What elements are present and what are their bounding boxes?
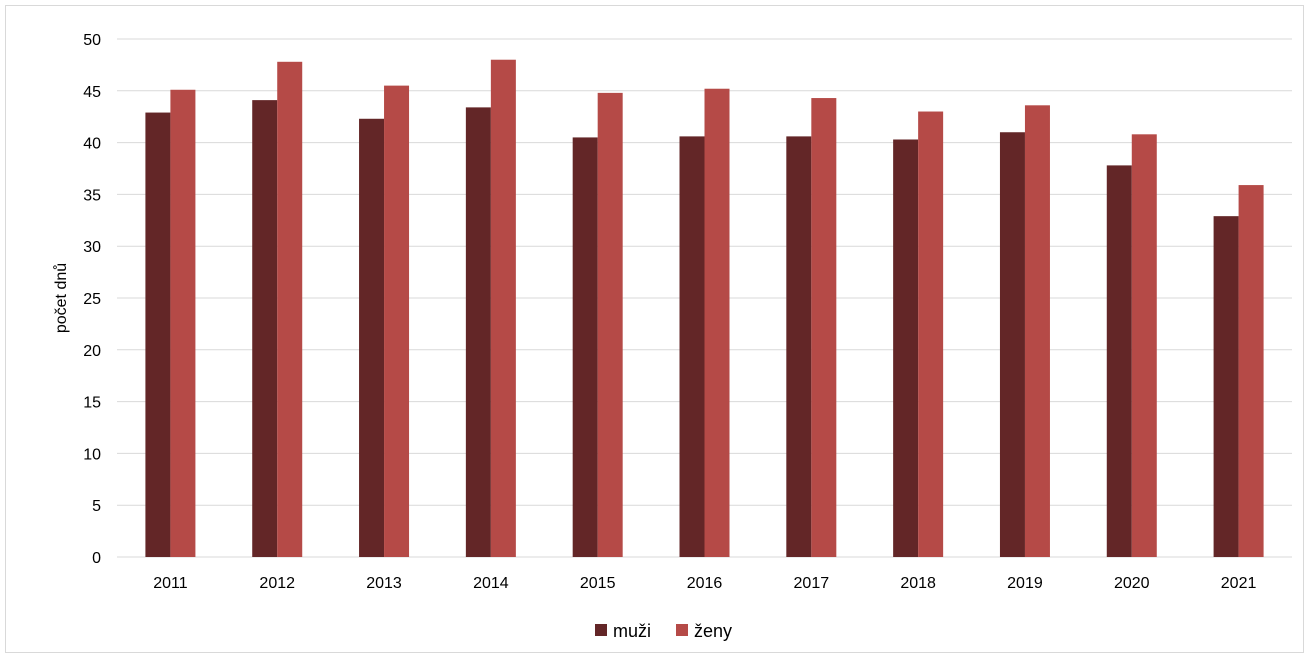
- x-tick-label: 2016: [687, 575, 723, 592]
- bar-muzi-2014: [465, 107, 491, 557]
- x-tick-labels: 2011 2012 2013 2014 2015 2016 2017 2018 2019 2020…: [153, 575, 1256, 592]
- bar-zeny-2017: [811, 98, 837, 557]
- bar-zeny-2021: [1238, 185, 1264, 558]
- y-tick-label: 45: [83, 84, 101, 101]
- bar-zeny-2015: [597, 92, 623, 557]
- x-tick-label: 2015: [580, 575, 616, 592]
- y-tick-label: 25: [83, 291, 101, 308]
- y-tick-labels: 0 5 10 15 20 25 30 35 40 45 50: [83, 32, 101, 567]
- y-tick-label: 15: [83, 395, 101, 412]
- x-tick-label: 2012: [259, 575, 295, 592]
- legend-swatch-zeny: [676, 624, 688, 636]
- x-tick-label: 2018: [900, 575, 936, 592]
- bar-muzi-2019: [999, 132, 1025, 558]
- y-tick-label: 5: [92, 498, 101, 515]
- y-tick-label: 20: [83, 343, 101, 360]
- y-tick-label: 50: [83, 32, 101, 49]
- legend-swatch-muzi: [595, 624, 607, 636]
- bar-muzi-2012: [252, 100, 278, 558]
- bar-zeny-2013: [384, 85, 410, 558]
- x-tick-label: 2017: [794, 575, 830, 592]
- bar-zeny-2011: [170, 89, 196, 557]
- bar-zeny-2018: [918, 111, 944, 558]
- legend: muži ženy: [595, 621, 732, 641]
- bar-zeny-2020: [1131, 134, 1157, 557]
- bar-muzi-2020: [1106, 165, 1132, 557]
- bar-zeny-2014: [490, 59, 516, 557]
- y-tick-label: 0: [92, 550, 101, 567]
- x-tick-label: 2019: [1007, 575, 1043, 592]
- bar-muzi-2013: [359, 118, 385, 557]
- x-tick-label: 2014: [473, 575, 509, 592]
- bar-zeny-2012: [277, 61, 303, 558]
- bars: [145, 59, 1264, 558]
- y-tick-label: 30: [83, 239, 101, 256]
- chart-frame: [5, 5, 1304, 653]
- bar-muzi-2017: [786, 136, 812, 557]
- y-tick-label: 35: [83, 187, 101, 204]
- x-tick-label: 2021: [1221, 575, 1257, 592]
- bar-muzi-2011: [145, 112, 171, 557]
- x-tick-label: 2013: [366, 575, 402, 592]
- bar-muzi-2015: [572, 137, 598, 558]
- bar-muzi-2016: [679, 136, 705, 557]
- y-axis-title: počet dnů: [52, 263, 70, 333]
- legend-label-zeny: ženy: [694, 621, 732, 641]
- x-tick-label: 2011: [153, 575, 188, 592]
- bar-zeny-2019: [1024, 105, 1050, 557]
- bar-muzi-2021: [1213, 216, 1239, 557]
- bar-muzi-2018: [893, 139, 919, 557]
- bar-zeny-2016: [704, 88, 730, 557]
- legend-label-muzi: muži: [613, 621, 651, 641]
- y-tick-label: 40: [83, 136, 101, 153]
- x-tick-label: 2020: [1114, 575, 1150, 592]
- y-tick-label: 10: [83, 446, 101, 463]
